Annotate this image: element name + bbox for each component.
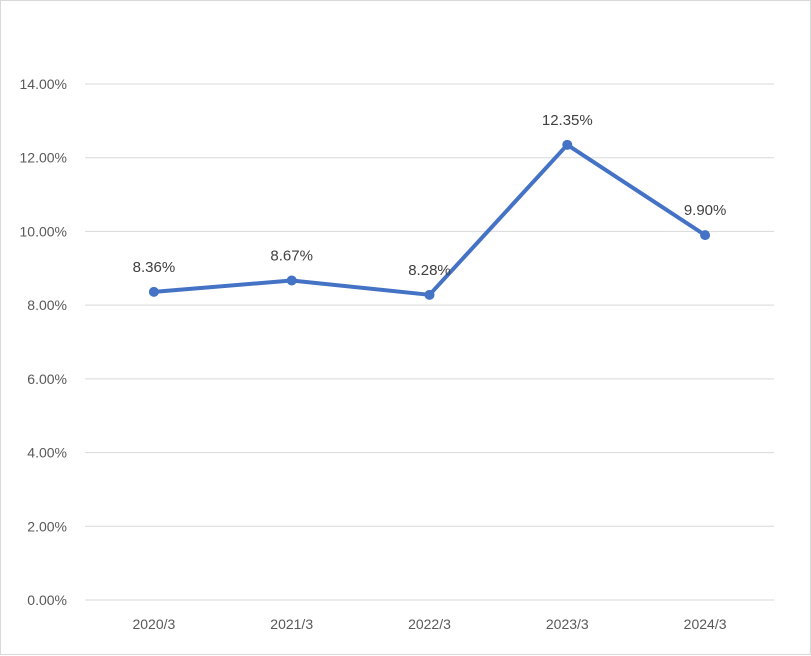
data-point: [286, 275, 297, 286]
data-label: 8.28%: [408, 262, 451, 279]
y-tick-label: 0.00%: [27, 592, 67, 608]
x-tick-label: 2021/3: [270, 616, 313, 632]
gridlines: [85, 83, 774, 601]
y-tick-label: 14.00%: [20, 76, 67, 92]
data-label: 8.36%: [133, 259, 176, 276]
y-axis-labels: 0.00% 2.00% 4.00% 6.00% 8.00% 10.00% 12.00% 14.…: [20, 76, 67, 608]
x-tick-label: 2023/3: [546, 616, 589, 632]
y-tick-label: 6.00%: [27, 371, 67, 387]
data-point: [700, 230, 711, 241]
data-labels: 8.36% 8.67% 8.28% 12.35% 9.90%: [133, 112, 727, 279]
x-axis-labels: 2020/3 2021/3 2022/3 2023/3 2024/3: [132, 616, 726, 632]
y-tick-label: 2.00%: [27, 518, 67, 534]
data-point: [562, 139, 573, 150]
data-label: 12.35%: [542, 112, 593, 129]
data-point: [148, 286, 159, 297]
data-point: [424, 289, 435, 300]
y-tick-label: 12.00%: [20, 150, 67, 166]
data-label: 8.67%: [270, 247, 313, 264]
y-tick-label: 4.00%: [27, 445, 67, 461]
y-tick-label: 8.00%: [27, 297, 67, 313]
x-tick-label: 2024/3: [684, 616, 727, 632]
y-tick-label: 10.00%: [20, 223, 67, 239]
series-layer: [148, 139, 711, 300]
data-label: 9.90%: [684, 202, 727, 219]
x-tick-label: 2020/3: [132, 616, 175, 632]
x-tick-label: 2022/3: [408, 616, 451, 632]
